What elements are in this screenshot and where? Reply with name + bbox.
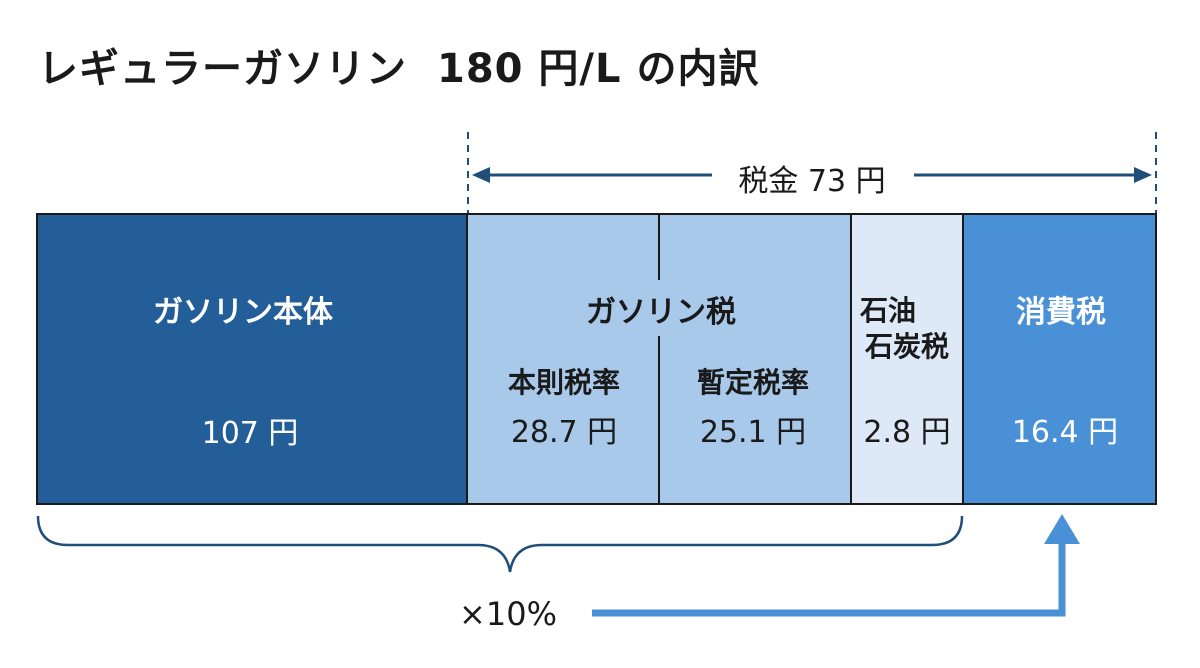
- consumption-tax-value: 16.4 円: [1011, 415, 1119, 450]
- petroleum-coal-tax-label-line1: 石油: [859, 294, 917, 327]
- segment-base: [36, 213, 468, 505]
- tax-span-arrowhead-right: [1134, 167, 1152, 183]
- petroleum-coal-tax-label-line2: 石炭税: [864, 330, 950, 363]
- zantei-value: 25.1 円: [699, 415, 807, 450]
- segment-consumption-tax: [964, 213, 1157, 505]
- consumption-tax-label: 消費税: [1016, 295, 1106, 330]
- page-title: レギュラーガソリン 180 円/L の内訳: [38, 36, 759, 94]
- segment-petroleum-coal-tax: [850, 213, 964, 505]
- zantei-label: 暫定税率: [696, 366, 810, 399]
- multiplier-arrowhead-icon: [1044, 514, 1080, 544]
- honsoku-value: 28.7 円: [510, 415, 618, 450]
- gasoline-tax-label: ガソリン税: [586, 295, 736, 330]
- base-value: 107 円: [201, 416, 299, 451]
- multiplier-label: ×10%: [459, 595, 557, 633]
- petroleum-coal-tax-value: 2.8 円: [863, 415, 951, 450]
- tax-span-arrowhead-left: [472, 167, 490, 183]
- tax-total-label: 税金 73 円: [738, 164, 886, 199]
- title-main: レギュラーガソリン: [38, 46, 407, 92]
- honsoku-label: 本則税率: [507, 366, 621, 399]
- title-price: 180 円/L の内訳: [437, 46, 760, 92]
- multiplier-arrow-line: [592, 540, 1066, 617]
- brace-icon: [36, 515, 964, 573]
- base-label: ガソリン本体: [153, 295, 333, 330]
